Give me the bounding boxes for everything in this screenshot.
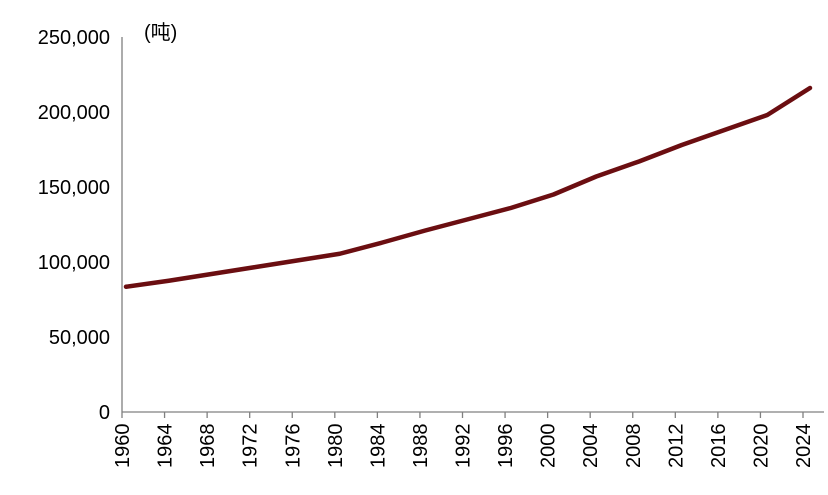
x-axis-tick-label: 2000 [538,424,560,469]
x-axis-tick-label: 1988 [410,424,432,469]
x-axis-tick-label: 2024 [793,424,815,469]
x-axis-tick-label: 1984 [367,424,389,469]
x-axis-tick-label: 1968 [197,424,219,469]
y-axis-tick-label: 0 [99,402,110,424]
x-axis-tick-label: 1992 [453,424,475,469]
x-axis-tick-label: 2004 [580,424,602,469]
x-axis-tick-label: 2020 [750,424,772,469]
x-axis-tick-label: 1964 [155,424,177,469]
y-axis-tick-label: 50,000 [49,327,110,349]
x-axis-tick-label: 2012 [665,424,687,469]
data-line-series [123,85,813,289]
x-axis-tick-label: 1960 [112,424,134,469]
x-axis-tick-label: 1972 [240,424,262,469]
x-axis-tick-label: 2008 [623,424,645,469]
y-axis-tick-label: 100,000 [38,252,110,274]
y-axis-tick-label: 250,000 [38,27,110,49]
x-axis-tick-label: 1980 [325,424,347,469]
x-axis-tick-label: 2016 [708,424,730,469]
y-axis-tick-label: 150,000 [38,177,110,199]
y-axis-unit-label: (吨) [144,22,178,44]
y-axis-tick-label: 200,000 [38,102,110,124]
x-axis-tick-label: 1996 [495,424,517,469]
x-axis-tick-label: 1976 [282,424,304,469]
